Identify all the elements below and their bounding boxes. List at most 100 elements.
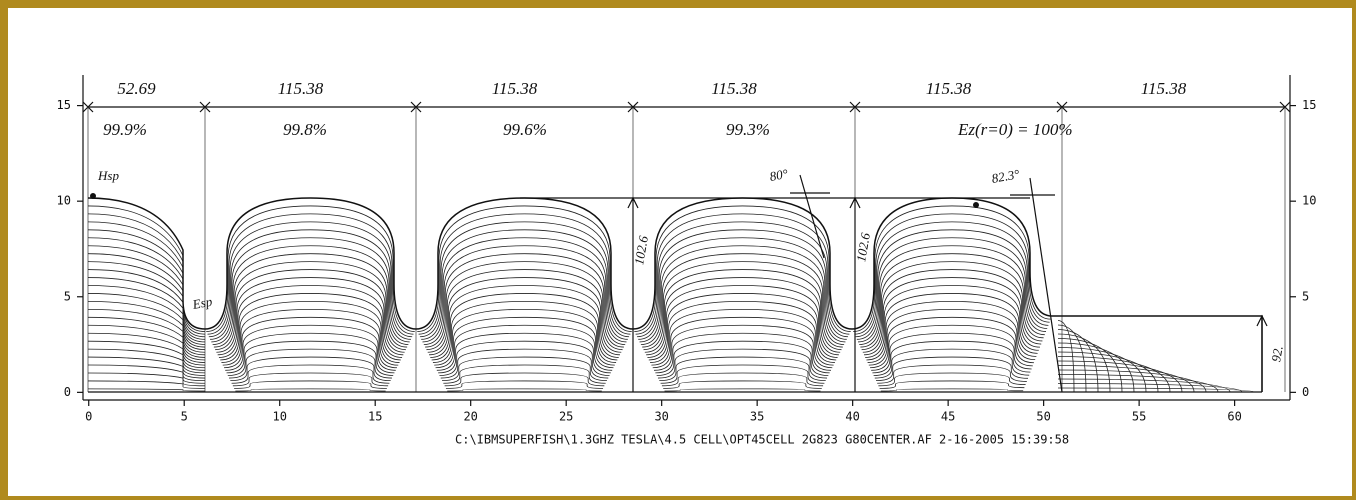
y2-tick-label: 0	[1302, 385, 1309, 399]
field-line	[218, 278, 404, 355]
field-line	[419, 214, 631, 334]
y-tick-label: 15	[57, 98, 71, 112]
field-line	[880, 381, 1025, 388]
dimension-label: 115.38	[492, 79, 538, 98]
field-line	[872, 333, 1031, 373]
field-line	[665, 389, 821, 391]
field-line	[441, 349, 609, 378]
hsp-point	[973, 202, 979, 208]
field-flatness-label: Ez(r=0) = 100%	[957, 120, 1073, 139]
field-line	[655, 333, 829, 373]
chart: 05101505101505101520253035404550556052.6…	[8, 8, 1352, 496]
field-line	[216, 270, 404, 353]
field-line	[227, 333, 395, 373]
field-line	[874, 341, 1031, 375]
field-line	[429, 278, 620, 355]
field-line	[88, 357, 205, 381]
x-tick-label: 60	[1227, 410, 1241, 424]
field-line	[447, 389, 602, 391]
field-line	[1058, 379, 1230, 392]
field-line	[658, 349, 827, 378]
field-line	[88, 349, 205, 378]
y2-tick-label: 10	[1302, 194, 1316, 208]
field-line	[865, 285, 1039, 357]
dimension-label: 115.38	[926, 79, 972, 98]
field-line	[234, 381, 387, 388]
annotation: Esp	[190, 294, 213, 312]
annotation: 102.6	[631, 234, 651, 266]
field-line	[235, 389, 385, 391]
field-line	[228, 341, 393, 375]
x-tick-label: 50	[1036, 410, 1050, 424]
page: 05101505101505101520253035404550556052.6…	[0, 0, 1356, 500]
height-arrow	[628, 198, 1267, 392]
field-line	[881, 389, 1023, 391]
field-line	[868, 301, 1037, 362]
field-line	[446, 381, 603, 388]
x-tick-label: 0	[85, 410, 92, 424]
field-line	[225, 325, 395, 370]
field-line	[433, 301, 616, 362]
y-tick-label: 0	[64, 385, 71, 399]
field-line	[426, 262, 622, 350]
field-line	[661, 365, 825, 383]
x-tick-label: 35	[750, 410, 764, 424]
field-flatness-label: 99.6%	[503, 120, 547, 139]
field-line	[88, 317, 205, 367]
field-line	[88, 262, 205, 350]
hsp-point	[90, 193, 96, 199]
field-line	[438, 333, 611, 373]
field-line	[215, 262, 406, 350]
field-line	[88, 214, 205, 334]
field-line	[439, 341, 609, 375]
x-tick-label: 20	[463, 410, 477, 424]
x-tick-label: 40	[845, 410, 859, 424]
field-line	[650, 301, 835, 362]
annotation: Hsp	[97, 168, 119, 183]
field-line	[877, 365, 1027, 383]
field-line	[442, 357, 607, 381]
field-line	[646, 278, 839, 355]
field-line	[644, 262, 842, 350]
field-line	[663, 381, 822, 388]
field-line	[659, 357, 825, 381]
x-tick-label: 5	[181, 410, 188, 424]
x-tick-label: 45	[941, 410, 955, 424]
field-line	[88, 270, 205, 353]
field-line	[428, 270, 622, 353]
annotation: 80°	[768, 166, 789, 184]
y2-tick-label: 15	[1302, 98, 1316, 112]
field-line	[662, 373, 823, 386]
field-line	[229, 349, 392, 378]
field-line	[445, 373, 605, 386]
field-line	[866, 293, 1037, 360]
field-line	[657, 341, 829, 375]
y-tick-label: 5	[64, 289, 71, 303]
field-flatness-label: 99.9%	[103, 120, 147, 139]
field-line	[88, 389, 205, 391]
x-tick-label: 30	[654, 410, 668, 424]
field-line	[206, 206, 414, 332]
y-tick-label: 10	[57, 194, 71, 208]
field-line	[208, 214, 414, 334]
field-line	[233, 373, 388, 386]
field-line	[232, 365, 390, 383]
field-line	[862, 262, 1043, 350]
x-tick-label: 15	[368, 410, 382, 424]
field-lines	[88, 206, 1254, 392]
field-line	[875, 349, 1029, 378]
annotation: 92.	[1268, 344, 1286, 363]
x-tick-label: 10	[272, 410, 286, 424]
dimension-label: 115.38	[278, 79, 324, 98]
field-flatness-label: 99.3%	[726, 120, 770, 139]
field-line	[878, 373, 1025, 386]
annotation: 82.3°	[990, 166, 1020, 186]
y2-tick-label: 5	[1302, 289, 1309, 303]
field-line	[636, 214, 850, 334]
annotation: 102.6	[853, 231, 873, 263]
dimension-label: 115.38	[1141, 79, 1187, 98]
field-line	[645, 270, 840, 353]
field-line	[220, 293, 401, 360]
footer: C:\IBMSUPERFISH\1.3GHZ TESLA\4.5 CELL\OP…	[455, 433, 1069, 447]
field-line	[88, 254, 205, 347]
